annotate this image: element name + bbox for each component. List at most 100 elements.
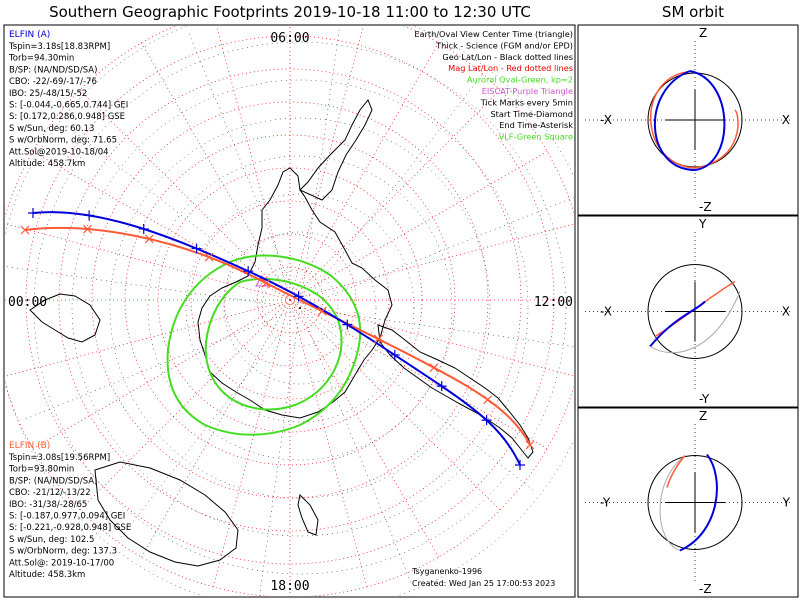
track-tick-mark [144, 234, 154, 244]
eiscat-triangle [255, 275, 269, 287]
track-tick-mark [28, 208, 38, 218]
mag-longitude-line [29, 299, 291, 451]
sm-axis-label: -Y [600, 496, 611, 510]
elfin-a-name: ELFIN (A) [9, 30, 50, 40]
mag-longitude-line [29, 149, 291, 301]
sm-axis-label: -X [600, 113, 612, 127]
sm-panel-frame [577, 24, 799, 216]
figure-title: Southern Geographic Footprints 2019-10-1… [49, 3, 531, 21]
info-line: IBO: -31/38/-28/65 [9, 500, 87, 510]
info-line: B/SP: (NA/ND/SD/SA) [9, 476, 97, 486]
geo-longitude-line [299, 26, 340, 309]
sm-axis-label: -Z [699, 200, 712, 214]
track-tick-mark [429, 363, 439, 373]
track-tick-mark [389, 349, 400, 360]
sm-orbit-b [650, 71, 739, 169]
mag-longitude-line [289, 149, 551, 301]
geo-latitude-circle [33, 41, 567, 575]
info-line: Tspin=3.18s[18.83RPM] [8, 42, 110, 52]
info-line: Att.Sol@: 2019-10-17/00 [9, 558, 114, 568]
sm-axis-label: Y [698, 217, 707, 231]
sm-orbit-title: SM orbit [662, 3, 724, 21]
geo-latitude-circle [261, 269, 339, 347]
geo-longitude-line [115, 307, 301, 545]
legend-entry: VLF-Green Square [499, 132, 573, 142]
time-label-right: 12:00 [534, 295, 573, 310]
elfin-b-parameters: Tspin=3.08s[19.56RPM] Torb=93.80minB/SP: … [8, 453, 131, 580]
info-line: S: [-0.187,0.977,0.094] GEI [9, 512, 125, 522]
legend-entry: Start Time-Diamond [490, 109, 573, 119]
sm-orbit-panels: Z -Z -X X Y -Y -X X Z -Z -Y Y [577, 24, 799, 598]
time-label-bottom: 18:00 [270, 579, 309, 594]
info-line: Torb=93.80min [8, 465, 74, 475]
info-line: CBO: -22/-69/-17/-76 [9, 77, 97, 87]
sm-orbit-a [654, 70, 726, 172]
sm-axis-label: X [782, 305, 790, 319]
info-line: Altitude: 458.7km [9, 159, 85, 169]
legend-entry: Thick - Science (FGM and/or EPD) [435, 40, 573, 50]
info-line: S w/Sun, deg: 102.5 [9, 535, 94, 545]
geo-longitude-line [299, 307, 413, 587]
sm-axis-label: -Y [699, 392, 710, 406]
geo-longitude-line [299, 197, 574, 309]
legend-entry: Geo Lat/Lon - Black dotted lines [442, 52, 573, 62]
map-frame [3, 24, 576, 598]
info-line: IBO: 25/-48/15/-52 [9, 89, 87, 99]
info-line: Tspin=3.08s[19.56RPM] [8, 453, 110, 463]
antarctic-peninsula [299, 99, 373, 201]
time-label-left: 00:00 [8, 295, 47, 310]
mag-latitude-circle [190, 200, 390, 400]
map-legend: Earth/Oval View Center Time (triangle)Th… [414, 29, 573, 142]
sm-orbit-a [649, 300, 706, 348]
sm-axis-label: Z [699, 26, 707, 40]
track-tick-mark [138, 223, 149, 234]
track-tick-mark [261, 278, 271, 288]
antarctica-coastline [197, 167, 393, 419]
legend-entry: EISCAT-Purple Triangle [482, 86, 573, 96]
elfin-b-info: ELFIN (B) Tspin=3.08s[19.56RPM] Torb=93.8… [8, 441, 131, 580]
mag-latitude-circle [91, 101, 489, 499]
track-tick-mark [525, 440, 535, 450]
elfin-a-info: ELFIN (A) Tspin=3.18s[18.83RPM] Torb=94.3… [8, 30, 128, 169]
info-line: Altitude: 458.3km [9, 570, 85, 580]
info-line: CBO: -21/12/-13/22 [9, 488, 91, 498]
elfin-a-parameters: Tspin=3.18s[18.83RPM] Torb=94.30minB/SP: … [8, 42, 128, 169]
geo-latitude-circle [185, 193, 415, 423]
created-credit: Created: Wed Jan 25 17:00:53 2023 [412, 579, 555, 588]
geo-latitude-circle [109, 117, 491, 499]
info-line: Torb=94.30min [8, 54, 74, 64]
model-credit: Tsyganenko-1996 [411, 567, 482, 576]
elfin-b-tick-marks [20, 224, 535, 450]
track-tick-mark [483, 395, 493, 405]
info-line: S: [-0.044,-0.665,0.744] GEI [9, 101, 128, 111]
legend-entry: End Time-Asterisk [499, 120, 573, 130]
track-tick-mark [342, 319, 353, 330]
geo-latitude-circle [223, 231, 377, 385]
info-line: S: [0.172,0.286,0.948] GSE [9, 112, 125, 122]
info-line: Att.Sol@2019-10-18/04 [9, 147, 109, 157]
sm-panel-frame [577, 215, 799, 408]
info-line: S w/OrbNorm, deg: 137.3 [9, 547, 117, 557]
legend-entry: Auroral Oval-Green, kp=2 [467, 75, 573, 85]
mag-longitude-line [5, 223, 291, 301]
sm-axis-label: Y [782, 496, 791, 510]
mag-latitude-circle [58, 68, 522, 532]
elfin-a-track [32, 211, 521, 466]
sm-axis-label: -X [600, 305, 612, 319]
geo-latitude-circle [147, 155, 453, 461]
legend-entry: Mag Lat/Lon - Red dotted lines [448, 63, 573, 73]
track-tick-mark [191, 243, 202, 254]
sm-axis-label: Z [699, 409, 707, 423]
legend-entry: Tick Marks every 5min [480, 97, 573, 107]
sm-panel-frame [577, 407, 799, 598]
geo-longitude-line [259, 307, 301, 596]
geo-longitude-line [21, 307, 301, 421]
sm-axis-label: -Z [699, 582, 712, 596]
legend-entry: Earth/Oval View Center Time (triangle) [414, 29, 573, 39]
mag-longitude-line [139, 39, 291, 301]
africa-coastline [29, 293, 101, 343]
track-tick-mark [243, 266, 254, 277]
track-tick-mark [84, 210, 95, 221]
geographic-grid [5, 26, 574, 596]
